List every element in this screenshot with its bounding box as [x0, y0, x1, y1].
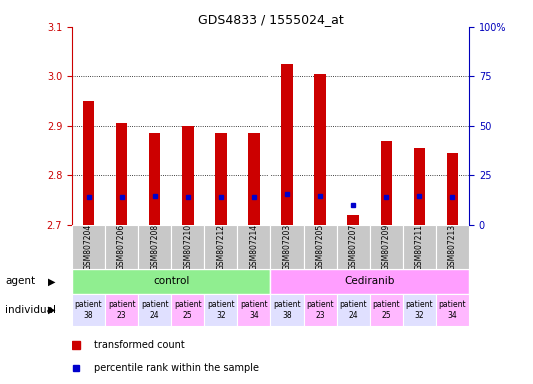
Text: patient
25: patient 25: [373, 300, 400, 320]
FancyBboxPatch shape: [436, 225, 469, 269]
FancyBboxPatch shape: [436, 294, 469, 326]
FancyBboxPatch shape: [72, 294, 105, 326]
FancyBboxPatch shape: [403, 225, 436, 269]
Text: GSM807208: GSM807208: [150, 223, 159, 270]
Text: GSM807203: GSM807203: [282, 223, 292, 270]
Title: GDS4833 / 1555024_at: GDS4833 / 1555024_at: [198, 13, 343, 26]
Text: GSM807209: GSM807209: [382, 223, 391, 270]
Text: ▶: ▶: [48, 305, 55, 315]
Text: agent: agent: [5, 276, 36, 286]
FancyBboxPatch shape: [204, 294, 237, 326]
Text: GSM807204: GSM807204: [84, 223, 93, 270]
FancyBboxPatch shape: [105, 225, 138, 269]
FancyBboxPatch shape: [370, 225, 403, 269]
Text: patient
34: patient 34: [240, 300, 268, 320]
Text: patient
32: patient 32: [207, 300, 235, 320]
Text: percentile rank within the sample: percentile rank within the sample: [94, 363, 259, 373]
FancyBboxPatch shape: [403, 294, 436, 326]
Text: patient
25: patient 25: [174, 300, 201, 320]
FancyBboxPatch shape: [171, 225, 204, 269]
Text: GSM807213: GSM807213: [448, 223, 457, 270]
FancyBboxPatch shape: [138, 294, 171, 326]
Bar: [314, 74, 326, 225]
FancyBboxPatch shape: [370, 294, 403, 326]
FancyBboxPatch shape: [237, 294, 270, 326]
Text: patient
23: patient 23: [108, 300, 135, 320]
Text: GSM807207: GSM807207: [349, 223, 358, 270]
Text: GSM807205: GSM807205: [316, 223, 325, 270]
Bar: [447, 153, 458, 225]
Text: ▶: ▶: [48, 276, 55, 286]
FancyBboxPatch shape: [337, 225, 370, 269]
FancyBboxPatch shape: [337, 294, 370, 326]
FancyBboxPatch shape: [270, 269, 469, 294]
FancyBboxPatch shape: [171, 294, 204, 326]
Text: patient
38: patient 38: [75, 300, 102, 320]
Bar: [83, 101, 94, 225]
FancyBboxPatch shape: [304, 225, 337, 269]
Bar: [149, 133, 160, 225]
Text: control: control: [153, 276, 189, 286]
Text: GSM807206: GSM807206: [117, 223, 126, 270]
FancyBboxPatch shape: [204, 225, 237, 269]
FancyBboxPatch shape: [138, 225, 171, 269]
FancyBboxPatch shape: [237, 225, 270, 269]
Text: patient
34: patient 34: [439, 300, 466, 320]
Bar: [281, 64, 293, 225]
Bar: [414, 148, 425, 225]
FancyBboxPatch shape: [105, 294, 138, 326]
Bar: [215, 133, 227, 225]
Text: transformed count: transformed count: [94, 339, 184, 350]
Text: patient
24: patient 24: [340, 300, 367, 320]
FancyBboxPatch shape: [270, 294, 304, 326]
Bar: [348, 215, 359, 225]
Text: GSM807211: GSM807211: [415, 224, 424, 270]
Text: patient
38: patient 38: [273, 300, 301, 320]
Bar: [116, 123, 127, 225]
FancyBboxPatch shape: [72, 269, 270, 294]
FancyBboxPatch shape: [72, 225, 105, 269]
Bar: [381, 141, 392, 225]
FancyBboxPatch shape: [270, 225, 304, 269]
Text: patient
23: patient 23: [306, 300, 334, 320]
Text: GSM807210: GSM807210: [183, 223, 192, 270]
FancyBboxPatch shape: [304, 294, 337, 326]
Text: Cediranib: Cediranib: [344, 276, 395, 286]
Text: GSM807212: GSM807212: [216, 224, 225, 270]
Bar: [182, 126, 193, 225]
Bar: [248, 133, 260, 225]
Text: individual: individual: [5, 305, 56, 315]
Text: patient
32: patient 32: [406, 300, 433, 320]
Text: GSM807214: GSM807214: [249, 223, 259, 270]
Text: patient
24: patient 24: [141, 300, 168, 320]
